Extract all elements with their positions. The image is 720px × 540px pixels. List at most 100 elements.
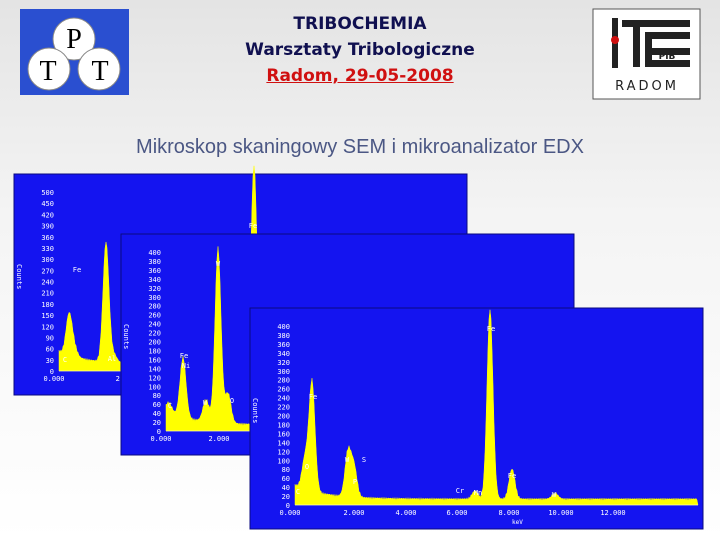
y-tick-label: 60	[46, 346, 54, 354]
y-tick-label: 0	[50, 368, 54, 376]
y-tick-label: 420	[41, 211, 54, 219]
peak-label: Fe	[73, 266, 81, 274]
logo-letter: T	[91, 56, 108, 87]
logo-circle	[77, 47, 121, 91]
logo-shape	[622, 20, 690, 67]
peak-label: Fe	[249, 222, 257, 230]
y-tick-label: 340	[277, 350, 290, 358]
peak-label: C	[296, 488, 300, 496]
y-tick-label: 100	[148, 383, 161, 391]
peak-label: O	[230, 397, 234, 405]
y-tick-label: 300	[277, 368, 290, 376]
x-tick-label: 2.000	[208, 435, 229, 443]
y-tick-label: 340	[148, 276, 161, 284]
peak-label: Cr	[456, 487, 464, 495]
y-tick-label: 100	[277, 457, 290, 465]
y-tick-label: 160	[277, 430, 290, 438]
y-tick-label: 120	[277, 448, 290, 456]
y-tick-label: 20	[282, 493, 290, 501]
place-date: Radom, 29-05-2008	[266, 66, 454, 86]
y-tick-label: 320	[277, 359, 290, 367]
logo-letter: P	[66, 24, 82, 55]
y-tick-label: 30	[46, 357, 54, 365]
title: TRIBOCHEMIA	[293, 14, 427, 34]
y-tick-label: 120	[41, 323, 54, 331]
x-tick-label: 10.000	[548, 509, 573, 517]
y-tick-label: 80	[282, 466, 290, 474]
spectra: 5004504203903603303002702402101801501209…	[13, 165, 704, 530]
x-axis-label: keV	[512, 519, 523, 526]
y-tick-label: 270	[41, 267, 54, 275]
y-tick-label: 240	[41, 279, 54, 287]
y-tick-label: 380	[148, 258, 161, 266]
y-tick-label: 360	[277, 341, 290, 349]
logo-dot	[611, 36, 619, 44]
logo-letter: T	[39, 56, 56, 87]
y-tick-label: 300	[41, 256, 54, 264]
spectrum	[294, 309, 699, 506]
x-tick-label: 0.000	[43, 375, 64, 383]
y-axis-label: Counts	[122, 324, 130, 349]
y-tick-label: 20	[153, 419, 161, 427]
y-tick-label: 150	[41, 312, 54, 320]
heading: Mikroskop skaningowy SEM i mikroanalizat…	[136, 136, 584, 158]
y-tick-label: 210	[41, 290, 54, 298]
peak-label: Fe	[309, 393, 317, 401]
peak-label: W	[216, 260, 221, 268]
peak-label: C	[63, 356, 67, 364]
peak-label: Mn	[474, 489, 482, 497]
y-axis-label: Counts	[15, 264, 23, 289]
peak-label: W	[203, 399, 208, 407]
y-tick-label: 320	[148, 285, 161, 293]
y-tick-label: 200	[148, 339, 161, 347]
spectrum-panel: 4003803603403203002802602402202001801601…	[249, 307, 704, 530]
subtitle: Warsztaty Tribologiczne	[245, 40, 475, 60]
y-tick-label: 180	[148, 347, 161, 355]
y-tick-label: 200	[277, 413, 290, 421]
x-tick-label: 8.000	[498, 509, 519, 517]
y-tick-label: 300	[148, 294, 161, 302]
y-tick-label: 160	[148, 356, 161, 364]
y-tick-label: 0	[157, 428, 161, 436]
y-tick-label: 380	[277, 332, 290, 340]
y-tick-label: 40	[282, 484, 290, 492]
y-tick-label: 280	[148, 303, 161, 311]
y-tick-label: 60	[282, 475, 290, 483]
y-tick-label: 360	[148, 267, 161, 275]
y-tick-label: 220	[277, 404, 290, 412]
x-tick-label: 6.000	[446, 509, 467, 517]
peak-label: Fe	[508, 472, 516, 480]
y-axis-label: Counts	[251, 398, 259, 423]
peak-label: Ni	[182, 362, 190, 370]
y-tick-label: 500	[41, 189, 54, 197]
logo-circle	[52, 17, 96, 61]
peak-label: P	[353, 478, 357, 486]
x-tick-label: 2.000	[343, 509, 364, 517]
y-tick-label: 330	[41, 245, 54, 253]
y-tick-label: 240	[148, 321, 161, 329]
y-tick-label: 80	[153, 392, 161, 400]
y-tick-label: 120	[148, 374, 161, 382]
y-tick-label: 400	[148, 249, 161, 257]
peak-label: Fe	[487, 325, 495, 333]
peak-label: Al	[108, 355, 116, 363]
y-tick-label: 40	[153, 410, 161, 418]
logo-circle	[27, 47, 71, 91]
y-tick-label: 90	[46, 334, 54, 342]
y-tick-label: 280	[277, 377, 290, 385]
y-tick-label: 360	[41, 234, 54, 242]
y-tick-label: 400	[277, 323, 290, 331]
y-tick-label: 180	[277, 421, 290, 429]
peak-label: C	[168, 402, 172, 410]
peak-label: O	[305, 463, 309, 471]
peak-label: S	[362, 456, 366, 464]
x-tick-label: 12.000	[600, 509, 625, 517]
y-tick-label: 240	[277, 395, 290, 403]
y-tick-label: 450	[41, 200, 54, 208]
peak-label: W	[345, 456, 350, 464]
x-tick-label: 0.000	[279, 509, 300, 517]
y-tick-label: 390	[41, 223, 54, 231]
y-tick-label: 180	[41, 301, 54, 309]
